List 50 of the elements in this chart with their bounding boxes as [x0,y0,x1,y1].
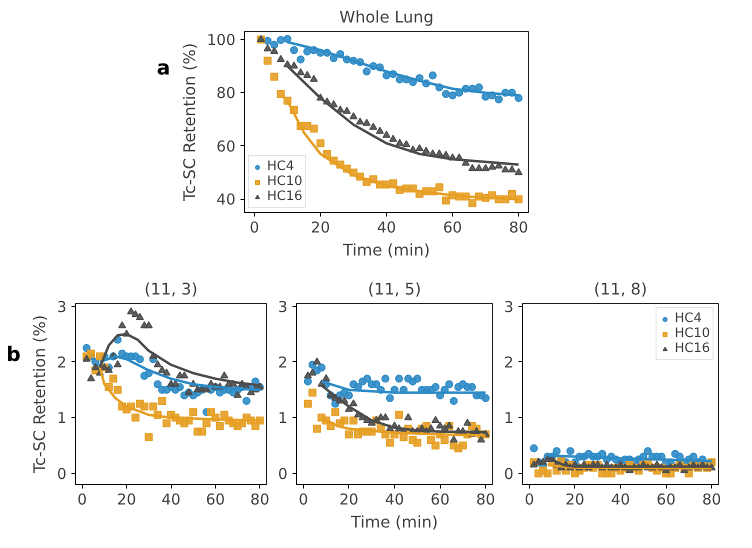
x-tick-label: 0 [77,490,87,508]
x-tick-label: 80 [702,490,722,508]
y-tick-label: 1 [56,409,67,428]
x-tick-label: 40 [376,218,396,236]
legend-label: HC16 [267,189,302,204]
text: a [156,56,170,80]
y-axis-title: Tc-SC Retention (%) [30,315,49,474]
y-tick-label: 3 [504,298,514,316]
x-tick-label: 20 [565,490,584,508]
x-axis-title: Time (min) [350,512,438,532]
y-tick-label: 1 [278,409,288,428]
chart-title: (11, 8) [594,280,648,298]
chart-title: (11, 5) [368,280,422,298]
y-tick-label: 80 [216,84,236,102]
x-tick-label: 60 [430,490,450,508]
x-tick-label: 0 [524,490,534,508]
text: b [6,342,21,366]
x-tick-label: 60 [656,490,676,508]
chart-title: (11, 3) [144,280,198,298]
legend-label: HC16 [674,341,710,356]
x-tick-label: 40 [384,490,404,508]
x-tick-label: 80 [250,490,270,508]
chart-title: Whole Lung [339,8,434,26]
x-tick-label: 60 [443,218,462,236]
legend-label: HC4 [674,311,702,326]
y-tick-label: 3 [278,298,288,316]
y-tick-label: 0 [504,464,514,483]
legend-label: HC10 [674,326,710,341]
x-tick-label: 40 [610,490,630,508]
y-tick-label: 3 [56,298,67,316]
x-tick-label: 0 [298,490,308,508]
x-axis-title: Time (min) [342,240,430,260]
legend-label: HC4 [267,159,294,174]
y-tick-label: 2 [504,353,514,372]
x-tick-label: 40 [161,490,181,508]
x-tick-label: 20 [339,490,358,508]
y-tick-label: 2 [278,353,288,372]
x-tick-label: 0 [250,218,260,236]
x-tick-label: 20 [310,218,330,236]
x-tick-label: 20 [117,490,136,508]
legend-label: HC10 [267,174,302,189]
y-tick-label: 100 [206,30,236,49]
y-tick-label: 1 [504,409,514,428]
x-tick-label: 80 [476,490,496,508]
y-axis-title: Tc-SC Retention (%) [180,43,199,202]
y-tick-label: 0 [56,464,67,483]
y-tick-label: 2 [56,353,67,372]
y-tick-label: 60 [216,137,236,156]
y-tick-label: 40 [216,190,236,209]
y-tick-label: 0 [278,464,288,483]
